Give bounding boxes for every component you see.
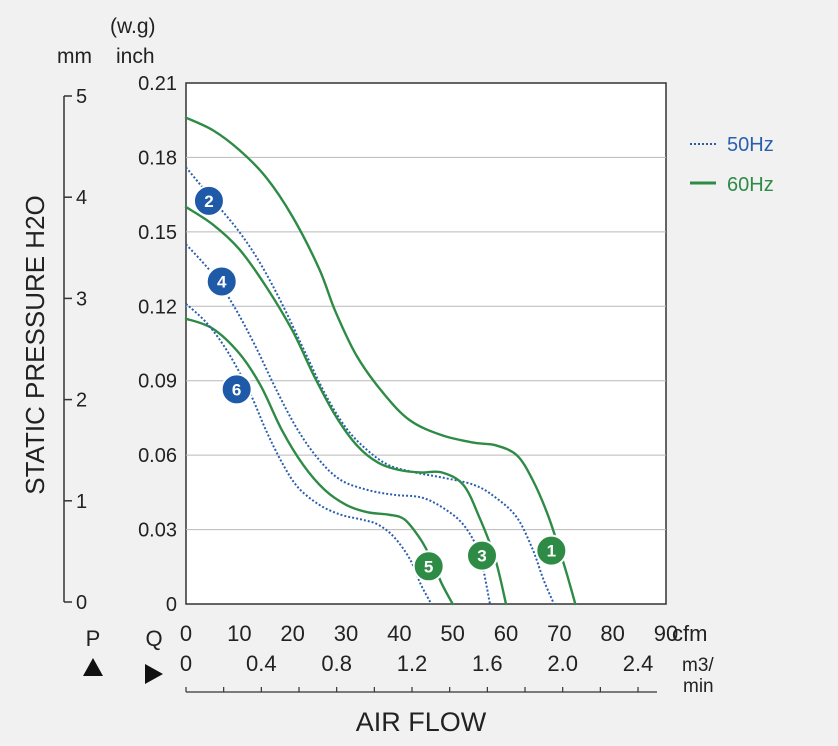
x-cfm-ticks: 0 10 20 30 40 50 60 70 80 90 (180, 621, 678, 646)
curve-marker-2: 2 (192, 184, 225, 217)
grid (186, 156, 666, 531)
legend-50hz-label: 50Hz (727, 134, 774, 156)
curve-6-50hz (185, 303, 433, 605)
y-mm-tick-label: 3 (76, 288, 87, 310)
curve-marker-3: 3 (466, 539, 498, 572)
p-arrow-icon (83, 658, 103, 676)
x-cfm-tick-label: 50 (440, 621, 464, 646)
x-cfm-tick-label: 10 (227, 621, 251, 646)
curve-marker-4: 4 (205, 265, 238, 298)
y-mm-tick-label: 2 (76, 390, 87, 412)
curve-marker-badge (220, 373, 253, 406)
x-m3-tick-label: 0.8 (321, 651, 352, 676)
x-m3-tick-label: 2.4 (623, 651, 654, 676)
x-cfm-unit: cfm (672, 621, 707, 646)
y-mm-tick-label: 1 (76, 491, 87, 513)
x-m3-ticks: 0 0.4 0.8 1.2 1.6 2.0 2.4 (180, 651, 653, 676)
y-inch-tick-label: 0.21 (138, 73, 177, 95)
y-inch-tick-label: 0.03 (138, 520, 177, 542)
x-cfm-tick-label: 90 (654, 621, 678, 646)
x-m3-tick-label: 1.2 (397, 651, 428, 676)
y-mm-tick-label: 4 (76, 187, 87, 209)
y-axis-title: STATIC PRESSURE H2O (20, 195, 50, 495)
plot-area (185, 82, 667, 605)
y-inch-tick-label: 0.09 (138, 371, 177, 393)
x-m3-unit-top: m3/ (682, 655, 714, 676)
curve-marker-6: 6 (220, 373, 253, 406)
curve-3-60hz (184, 205, 508, 606)
curve-marker-label: 5 (424, 557, 433, 576)
curve-1-60hz (184, 116, 577, 606)
curve-marker-badge (192, 184, 225, 217)
x-cfm-tick-label: 80 (600, 621, 624, 646)
x-m3-tick-label: 0.4 (246, 651, 277, 676)
x-cfm-tick-label: 40 (387, 621, 411, 646)
x-cfm-tick-label: 20 (280, 621, 304, 646)
x-m3-tick-label: 2.0 (547, 651, 578, 676)
y-inch-tick-label: 0.18 (138, 147, 177, 169)
y-mm-unit: mm (57, 45, 92, 68)
curve-marker-5: 5 (412, 550, 445, 583)
y-inch-tick-label: 0.06 (138, 445, 177, 467)
x-m3-tick-label: 0 (180, 651, 192, 676)
x-m3-tick-label: 1.6 (472, 651, 503, 676)
y-inch-tick-label: 0 (166, 594, 177, 616)
y-inch-unit-top: (w.g) (110, 15, 156, 38)
y-inch-tick-label: 0.15 (138, 222, 177, 244)
curve-2-50hz (185, 166, 555, 605)
q-arrow-icon (145, 664, 163, 684)
curve-marker-1: 1 (535, 534, 568, 567)
legend-60hz-label: 60Hz (727, 174, 774, 196)
x-m3-unit-bottom: min (683, 676, 714, 697)
curve-marker-label: 3 (477, 547, 486, 566)
curve-marker-label: 6 (232, 380, 241, 399)
y-inch-ticks: 0.21 0.18 0.15 0.12 0.09 0.06 0.03 0 (138, 73, 177, 616)
x-cfm-tick-label: 60 (494, 621, 518, 646)
curve-marker-label: 4 (217, 272, 227, 291)
curve-marker-label: 1 (547, 542, 556, 561)
x-cfm-tick-label: 70 (547, 621, 571, 646)
curve-markers: 1 2 3 4 5 6 (192, 184, 568, 583)
x-cfm-tick-label: 30 (334, 621, 358, 646)
x-axis-title: AIR FLOW (356, 707, 487, 737)
curve-marker-badge (535, 534, 568, 567)
curve-4-50hz (185, 243, 491, 605)
x-cfm-tick-label: 0 (180, 621, 192, 646)
y-mm-tick-label: 0 (76, 592, 87, 614)
p-label: P (86, 626, 101, 651)
legend: 50Hz 60Hz (690, 134, 774, 196)
y-inch-unit: inch (116, 45, 155, 68)
y-mm-tick-label: 5 (76, 86, 87, 108)
curve-marker-badge (205, 265, 238, 298)
y-mm-ticks: 5 4 3 2 1 0 (64, 86, 87, 614)
curve-marker-badge (412, 550, 445, 583)
curve-marker-badge (466, 539, 498, 572)
y-inch-tick-label: 0.12 (138, 296, 177, 318)
q-label: Q (145, 626, 162, 651)
curve-marker-label: 2 (204, 192, 213, 211)
airflow-axis-ticks (185, 687, 639, 692)
